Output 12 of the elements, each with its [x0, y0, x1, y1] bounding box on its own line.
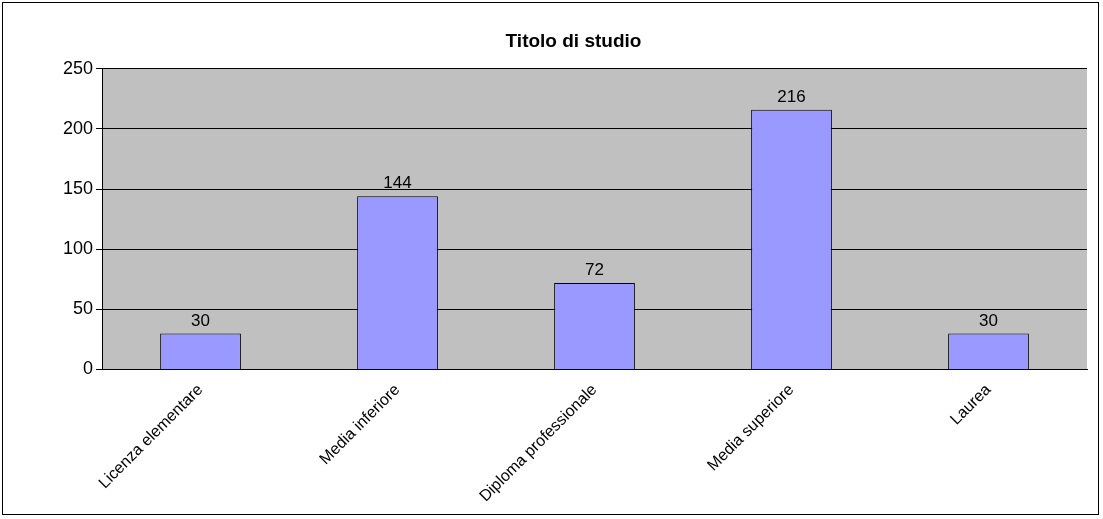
y-tick-label: 100 — [62, 238, 94, 259]
y-tick-label: 200 — [62, 117, 94, 138]
data-label: 72 — [585, 260, 604, 280]
y-tick-label: 50 — [73, 298, 94, 319]
data-label: 216 — [777, 86, 806, 106]
data-label: 30 — [191, 310, 210, 330]
y-tick-label: 250 — [62, 57, 94, 78]
y-tick-label: 0 — [83, 358, 94, 379]
chart-title: Titolo di studio — [505, 29, 642, 51]
data-label: 30 — [979, 310, 998, 330]
data-label: 144 — [383, 173, 412, 193]
y-tick-label: 150 — [62, 178, 94, 199]
